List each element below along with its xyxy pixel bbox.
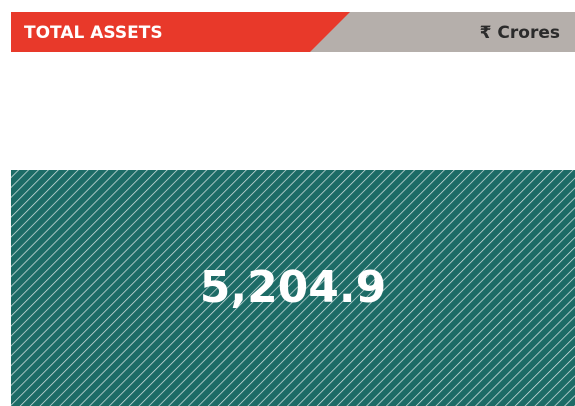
chart-title: TOTAL ASSETS (24, 23, 163, 43)
bar-hatch (11, 170, 575, 406)
title-band (11, 12, 350, 52)
unit-label: ₹ Crores (480, 23, 560, 43)
value-label: 5,204.9 (200, 262, 387, 313)
